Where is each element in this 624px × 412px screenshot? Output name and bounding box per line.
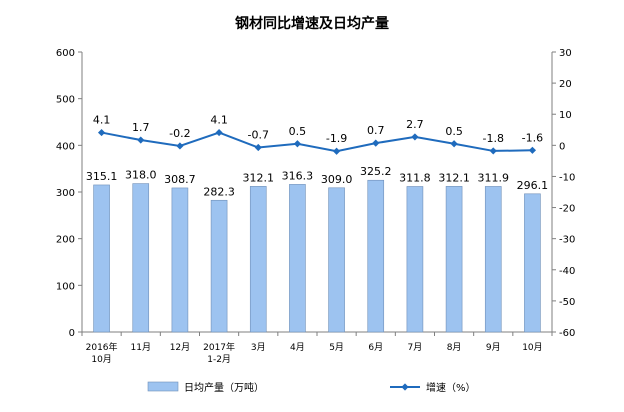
line-point [254, 143, 262, 152]
bar-data-label: 311.8 [399, 171, 431, 184]
legend: 日均产量（万吨） 增速（%） [147, 381, 476, 394]
y-right-tick-label: -60 [559, 328, 575, 339]
legend-label-line: 增速（%） [426, 381, 476, 394]
line-point [411, 133, 419, 141]
line-data-label: 1.7 [132, 121, 150, 134]
x-tick-label: 10月 [522, 342, 542, 353]
line-point [489, 147, 497, 155]
line-data-label: -0.2 [169, 127, 190, 140]
chart-title: 钢材同比增速及日均产量 [235, 15, 389, 32]
y-left-tick-label: 300 [56, 188, 75, 199]
axes: 0 100 200 300 400 500 600 -60 -50 -40 -30 -20 -10 0 10… [56, 48, 575, 365]
bar [445, 186, 463, 333]
legend-swatch-marker [401, 383, 409, 391]
y-right-tick-label: 10 [559, 110, 572, 121]
y-left-tick-label: 100 [56, 281, 75, 292]
y-left-tick-label: 500 [56, 95, 75, 106]
bar-data-label: 309.0 [321, 173, 353, 186]
bar [171, 187, 189, 333]
line-data-label: 4.1 [210, 114, 228, 127]
x-tick-label: 11月 [131, 342, 151, 353]
bar [249, 186, 267, 333]
y-right-tick-label: 20 [559, 79, 572, 90]
line-path [101, 131, 533, 153]
bar [328, 187, 345, 333]
y-right-tick-label: -50 [559, 297, 575, 308]
line-point [332, 147, 341, 155]
y-left-tick-label: 400 [56, 141, 75, 152]
x-tick-label: 9月 [486, 342, 501, 353]
y-right-tick-label: 30 [559, 48, 572, 59]
line-point [450, 140, 458, 148]
line-point [528, 146, 537, 154]
y-left-tick-label: 600 [56, 48, 75, 59]
bar [289, 184, 306, 333]
bar-data-label: 325.2 [360, 165, 392, 178]
x-tick-label: 6月 [368, 342, 383, 353]
bar-data-label: 308.7 [164, 173, 196, 186]
y-left-tick-label: 200 [56, 235, 75, 246]
bar-data-label: 315.1 [86, 170, 118, 183]
line-data-label: -1.9 [326, 132, 347, 145]
line-series: 4.1 1.7 -0.2 4.1 -0.7 0.5 -1.9 0.7 2.7 0.5 -1.8 -1.… [93, 114, 543, 155]
line-data-label: 4.1 [93, 114, 111, 127]
bar [210, 199, 228, 333]
y-right-tick-label: -40 [559, 266, 575, 277]
bar [367, 179, 385, 333]
bar [132, 183, 150, 333]
bar [484, 186, 502, 333]
line-data-label: -1.8 [483, 132, 504, 145]
line-data-label: 0.5 [445, 125, 463, 138]
x-tick-label: 5月 [329, 342, 344, 353]
bar-data-label: 311.9 [478, 171, 510, 184]
line-point [215, 128, 223, 137]
bar-data-label: 316.3 [282, 169, 314, 182]
bar [524, 193, 541, 333]
legend-swatch-bar [147, 381, 179, 392]
x-tick-label: 10月 [91, 354, 111, 365]
line-point [97, 128, 106, 137]
bar-series: 315.1 318.0 308.7 282.3 312.1 316.3 309.0 325.2… [86, 165, 549, 333]
x-tick-label: 2016年 [86, 341, 118, 353]
line-data-label: 0.5 [289, 125, 307, 138]
x-tick-label: 3月 [251, 342, 266, 353]
line-point [372, 139, 380, 147]
y-right-tick-label: -10 [559, 172, 575, 183]
bar-data-label: 318.0 [125, 169, 157, 182]
x-tick-label: 12月 [170, 342, 190, 353]
x-tick-label: 4月 [290, 342, 305, 353]
y-left-tick-label: 0 [69, 328, 75, 339]
line-point [137, 136, 145, 144]
bar-data-label: 296.1 [517, 179, 549, 192]
bar-data-label: 312.1 [438, 171, 470, 184]
y-right-tick-label: 0 [559, 141, 565, 152]
line-data-label: 0.7 [367, 124, 385, 137]
line-data-label: -0.7 [248, 129, 269, 142]
line-point [293, 140, 302, 148]
line-data-label: -1.6 [522, 131, 543, 144]
y-right-tick-label: -30 [559, 235, 575, 246]
x-tick-label: 8月 [447, 342, 462, 353]
x-tick-label: 2017年 [203, 341, 235, 353]
bar-data-label: 312.1 [243, 171, 275, 184]
line-point [176, 142, 184, 150]
bar-data-label: 282.3 [203, 185, 235, 198]
y-right-tick-label: -20 [559, 204, 575, 215]
x-tick-label: 1-2月 [207, 354, 231, 365]
bar [406, 186, 424, 333]
x-tick-label: 7月 [408, 342, 423, 353]
bar [93, 184, 110, 333]
line-data-label: 2.7 [406, 118, 424, 131]
legend-label-bar: 日均产量（万吨） [184, 381, 264, 394]
